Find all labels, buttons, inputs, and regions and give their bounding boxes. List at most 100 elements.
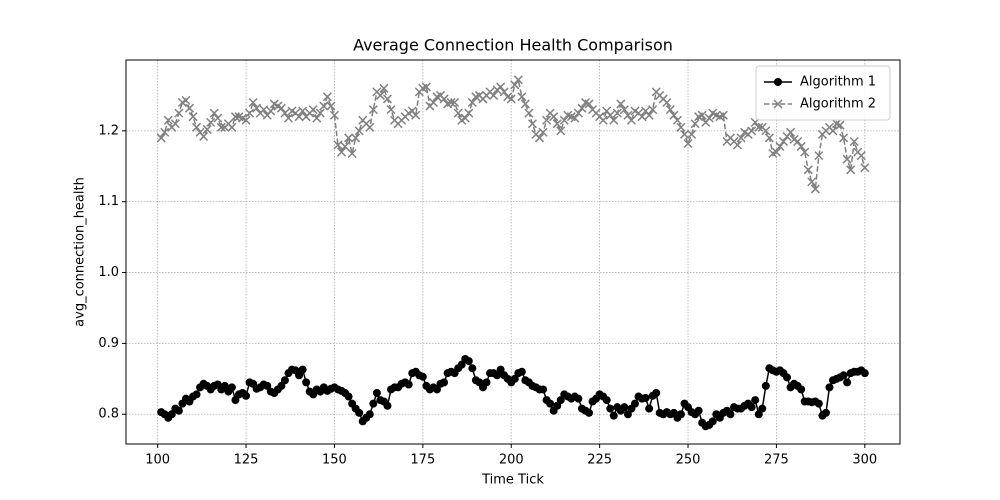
point: [538, 127, 548, 137]
point: [344, 392, 353, 401]
point: [280, 108, 290, 118]
point: [641, 393, 650, 402]
point: [828, 126, 838, 136]
point: [259, 105, 269, 115]
point: [786, 127, 796, 137]
point: [771, 147, 781, 157]
point: [188, 112, 198, 122]
point: [708, 417, 717, 426]
point: [192, 390, 201, 399]
point: [340, 141, 350, 151]
point: [679, 129, 690, 139]
x-tick-label: 275: [764, 453, 789, 468]
point: [369, 399, 378, 408]
legend-marker: [773, 99, 783, 109]
point: [266, 106, 276, 116]
point: [440, 378, 449, 387]
point: [570, 113, 580, 123]
y-axis-label: avg_connection_health: [73, 177, 88, 327]
point: [612, 108, 622, 118]
point: [839, 133, 849, 143]
point: [404, 380, 413, 389]
point: [170, 119, 180, 129]
point: [694, 406, 703, 415]
point: [482, 378, 491, 387]
point: [697, 110, 707, 120]
point: [814, 399, 823, 408]
point: [517, 92, 527, 102]
point: [585, 408, 594, 417]
point: [411, 110, 421, 120]
point: [319, 101, 329, 111]
point: [202, 124, 212, 134]
point: [821, 408, 830, 417]
point: [365, 122, 375, 132]
point: [577, 103, 587, 113]
x-tick-label: 225: [587, 453, 612, 468]
point: [499, 87, 509, 97]
point: [573, 108, 583, 118]
point: [534, 133, 545, 143]
point: [630, 399, 639, 408]
point: [549, 112, 559, 122]
point: [726, 410, 735, 419]
point: [227, 383, 236, 392]
point: [372, 388, 381, 397]
x-tick-label: 150: [322, 453, 347, 468]
point: [386, 105, 396, 115]
point: [683, 139, 693, 149]
point: [751, 396, 760, 405]
point: [298, 365, 307, 374]
point: [163, 115, 173, 125]
point: [241, 115, 251, 125]
point: [428, 97, 438, 108]
point: [322, 92, 332, 102]
point: [559, 115, 569, 125]
point: [351, 133, 361, 143]
point: [382, 94, 393, 104]
point: [489, 90, 499, 100]
point: [546, 399, 555, 408]
point: [192, 122, 202, 132]
point: [797, 385, 806, 394]
point: [807, 177, 817, 187]
point: [464, 357, 473, 366]
point: [609, 411, 618, 420]
point: [778, 136, 789, 147]
point: [379, 83, 389, 93]
point: [687, 129, 697, 139]
point: [747, 126, 757, 136]
point: [800, 147, 810, 157]
point: [747, 403, 756, 412]
legend: Algorithm 1 Algorithm 2: [755, 65, 891, 121]
point: [199, 131, 209, 142]
point: [793, 136, 803, 147]
point: [213, 113, 223, 123]
legend-marker: [774, 78, 782, 86]
point: [439, 94, 449, 104]
point: [383, 401, 392, 410]
point: [584, 99, 594, 109]
point: [662, 97, 672, 108]
point: [283, 113, 294, 123]
point: [619, 105, 629, 115]
point: [446, 97, 456, 108]
point: [450, 97, 460, 108]
point: [539, 385, 548, 394]
legend-label: Algorithm 1: [800, 75, 876, 90]
point: [302, 378, 311, 387]
point: [329, 110, 339, 120]
point: [206, 117, 216, 127]
point: [761, 381, 770, 390]
chart-title: Average Connection Health Comparison: [353, 36, 673, 55]
x-tick-label: 250: [676, 453, 701, 468]
point: [216, 122, 226, 132]
point: [510, 80, 520, 90]
point: [676, 410, 685, 419]
point: [181, 95, 191, 105]
point: [669, 110, 679, 120]
plot-frame: [125, 59, 901, 445]
point: [184, 103, 194, 113]
point: [648, 105, 658, 115]
